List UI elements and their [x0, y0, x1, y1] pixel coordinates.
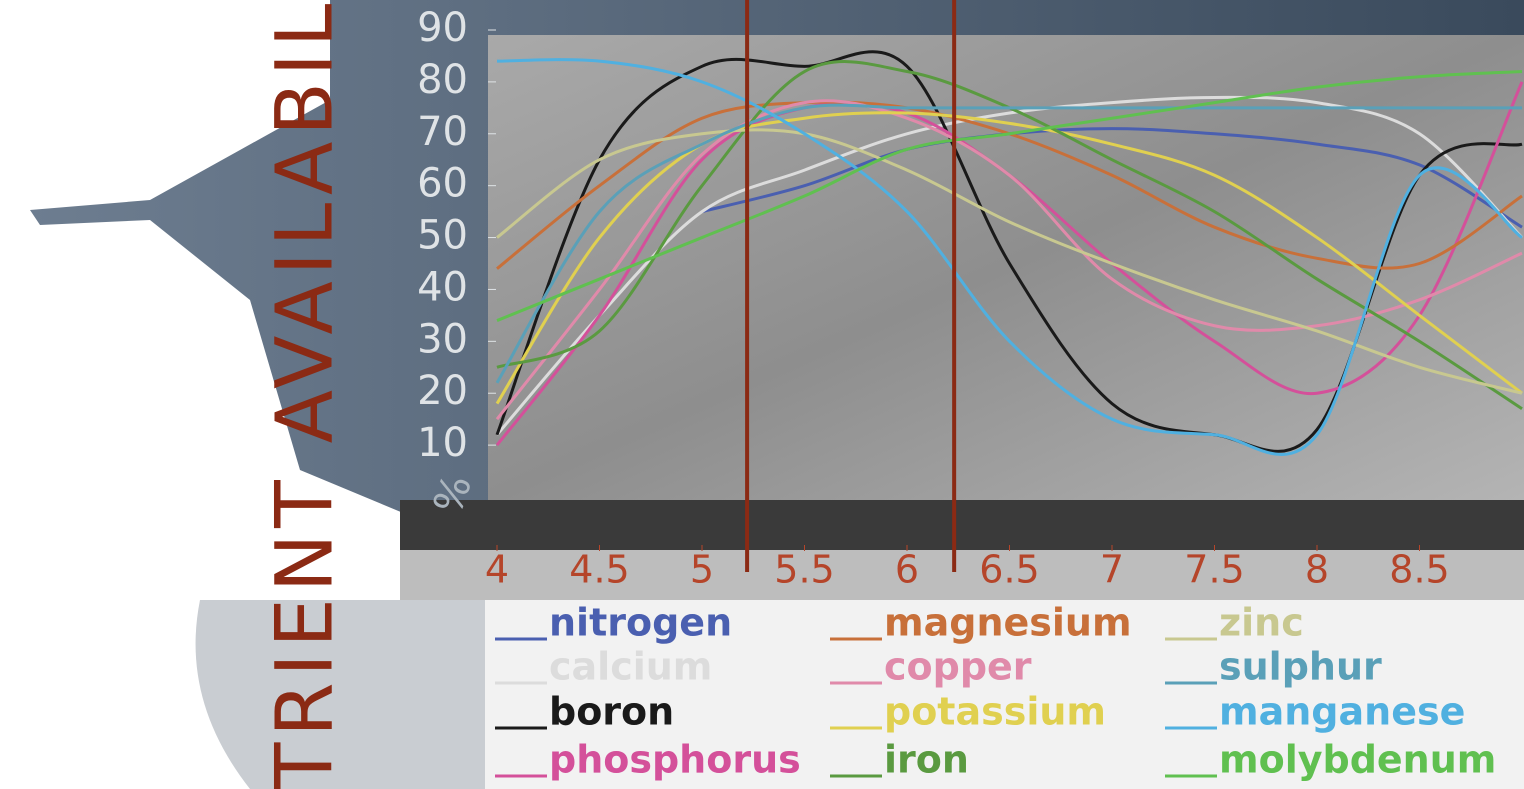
x-tick-label: 6.5 — [979, 548, 1039, 592]
x-tick-label: 5 — [690, 548, 714, 592]
legend-label: copper — [884, 645, 1032, 689]
x-tick-label: 7.5 — [1184, 548, 1244, 592]
x-tick-label: 4.5 — [569, 548, 629, 592]
x-tick-label: 8 — [1305, 548, 1329, 592]
y-tick-label: 20 — [417, 368, 468, 414]
legend-label: potassium — [884, 690, 1106, 734]
y-tick-label: 90 — [417, 5, 468, 51]
dark-band — [400, 500, 1524, 550]
legend-label: sulphur — [1219, 645, 1382, 689]
legend-label: iron — [884, 738, 969, 782]
legend-label: magnesium — [884, 601, 1132, 645]
chart: TRIENT AVAILABIL % 10203040506070809044.… — [0, 0, 1524, 789]
y-tick-label: 70 — [417, 109, 468, 155]
y-tick-label: 10 — [417, 420, 468, 466]
legend-label: boron — [549, 690, 674, 734]
y-tick-label: 60 — [417, 161, 468, 207]
x-tick-label: 8.5 — [1389, 548, 1449, 592]
legend-label: phosphorus — [549, 738, 801, 782]
x-tick-label: 5.5 — [774, 548, 834, 592]
y-tick-label: 30 — [417, 316, 468, 362]
legend-label: calcium — [549, 645, 712, 689]
axis-title: TRIENT AVAILABIL — [260, 0, 350, 789]
legend-label: zinc — [1219, 601, 1304, 645]
y-tick-label: 80 — [417, 57, 468, 103]
legend-label: nitrogen — [549, 601, 732, 645]
y-tick-label: 50 — [417, 213, 468, 259]
legend-label: manganese — [1219, 690, 1465, 734]
x-tick-label: 7 — [1100, 548, 1124, 592]
x-tick-label: 6 — [895, 548, 919, 592]
y-tick-label: 40 — [417, 264, 468, 310]
legend-label: molybdenum — [1219, 738, 1496, 782]
x-tick-label: 4 — [485, 548, 509, 592]
